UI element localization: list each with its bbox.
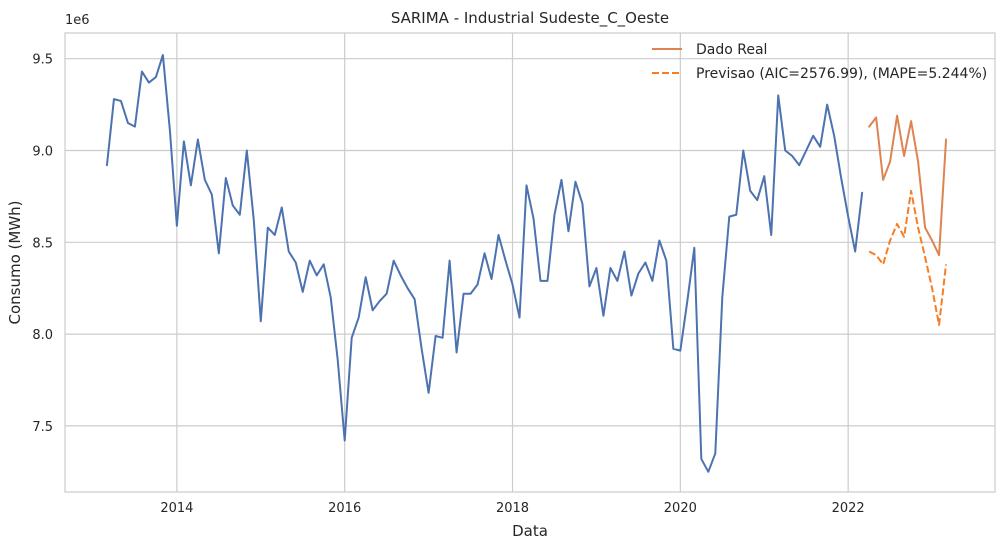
legend-label: Dado Real	[696, 42, 767, 58]
x-tick-label: 2020	[664, 501, 697, 516]
series-group	[105, 54, 948, 473]
x-tick-label: 2016	[328, 501, 361, 516]
y-tick-label: 9.5	[32, 53, 53, 68]
legend: Dado Real Previsao (AIC=2576.99), (MAPE=5…	[652, 42, 987, 82]
plot-frame	[64, 32, 996, 493]
y-tick-label: 8.5	[32, 236, 53, 251]
x-tick-label: 2018	[496, 501, 529, 516]
x-tick-label: 2014	[160, 501, 193, 516]
grid	[65, 33, 995, 492]
series-line-2	[868, 189, 948, 326]
y-offset-label: 1e6	[65, 13, 90, 28]
y-tick-label: 9.0	[32, 145, 53, 160]
chart-title: SARIMA - Industrial Sudeste_C_Oeste	[391, 9, 669, 28]
legend-label: Previsao (AIC=2576.99), (MAPE=5.244%)	[696, 66, 987, 82]
series-line-0	[105, 54, 864, 473]
x-axis-label: Data	[512, 522, 548, 540]
y-tick-label: 7.5	[32, 420, 53, 435]
y-tick-label: 8.0	[32, 328, 53, 343]
tick-labels: 2014 2016 2018 2020 2022 7.5 8.0 8.5 9.0 9.5	[32, 53, 864, 516]
series-line-1	[868, 114, 948, 257]
x-tick-label: 2022	[832, 501, 865, 516]
y-axis-label: Consumo (MWh)	[6, 200, 24, 324]
